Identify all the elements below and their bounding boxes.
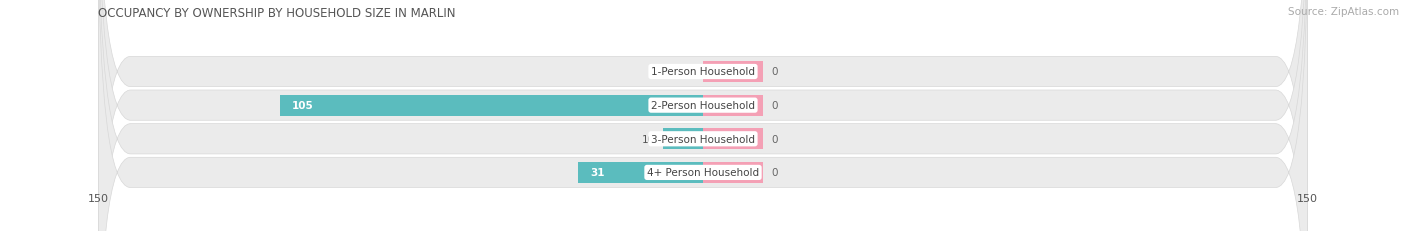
FancyBboxPatch shape — [98, 0, 1308, 231]
Bar — [703, 129, 763, 149]
Bar — [578, 162, 703, 183]
Text: 0: 0 — [689, 67, 695, 77]
Text: Source: ZipAtlas.com: Source: ZipAtlas.com — [1288, 7, 1399, 17]
Text: 31: 31 — [591, 168, 605, 178]
Text: 1-Person Household: 1-Person Household — [651, 67, 755, 77]
Text: 105: 105 — [292, 101, 314, 111]
Text: 0: 0 — [772, 67, 778, 77]
Text: 3-Person Household: 3-Person Household — [651, 134, 755, 144]
Bar — [703, 162, 763, 183]
FancyBboxPatch shape — [98, 0, 1308, 231]
Text: 10: 10 — [641, 134, 655, 144]
Text: OCCUPANCY BY OWNERSHIP BY HOUSEHOLD SIZE IN MARLIN: OCCUPANCY BY OWNERSHIP BY HOUSEHOLD SIZE… — [98, 7, 456, 20]
Bar — [280, 95, 703, 116]
Text: 0: 0 — [772, 134, 778, 144]
FancyBboxPatch shape — [98, 0, 1308, 231]
Text: 0: 0 — [772, 168, 778, 178]
Bar — [662, 129, 703, 149]
Text: 4+ Person Household: 4+ Person Household — [647, 168, 759, 178]
Text: 0: 0 — [772, 101, 778, 111]
Bar — [703, 62, 763, 82]
FancyBboxPatch shape — [98, 0, 1308, 231]
Bar — [703, 95, 763, 116]
Text: 2-Person Household: 2-Person Household — [651, 101, 755, 111]
